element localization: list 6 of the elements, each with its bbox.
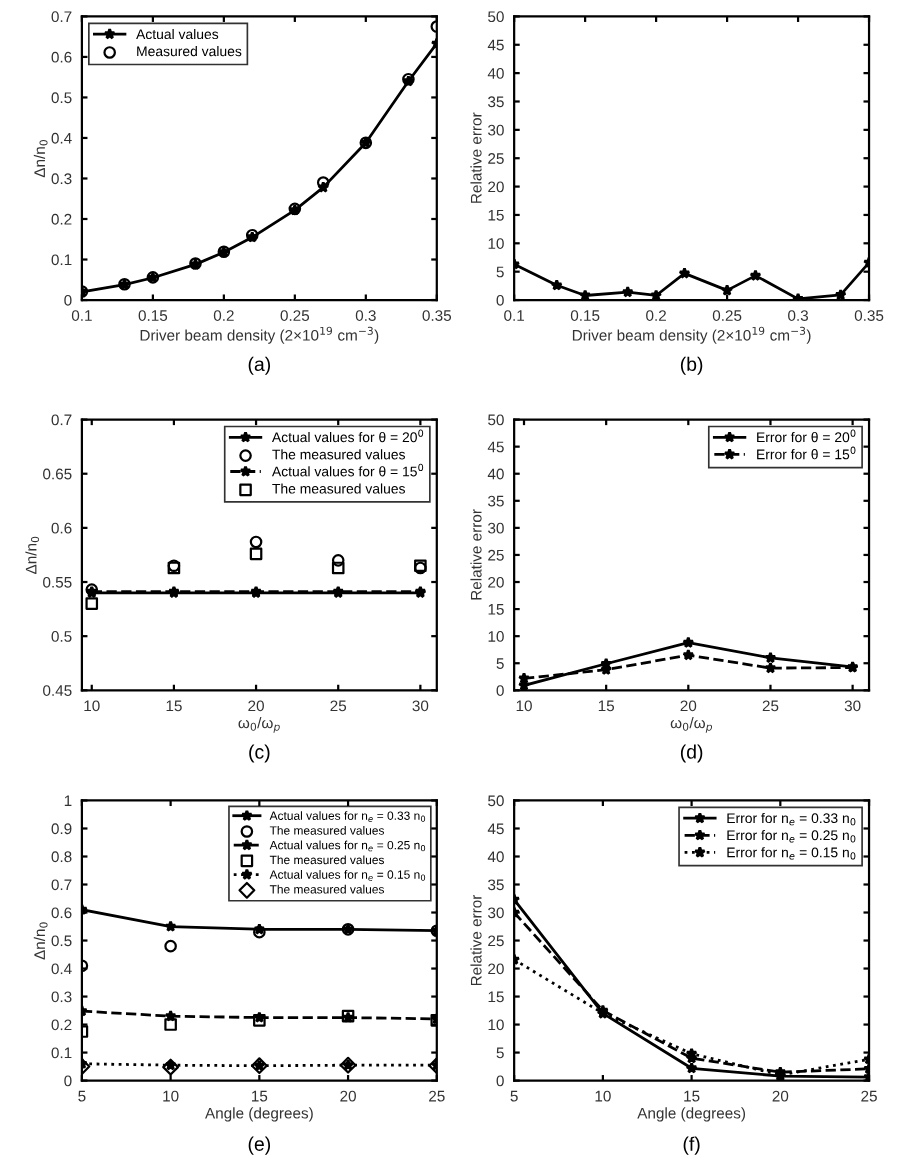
text: (b) [680, 356, 703, 375]
text: (d) [680, 744, 703, 763]
text: (e) [248, 1136, 271, 1155]
text: (a) [248, 356, 271, 375]
text: (f) [683, 1136, 700, 1155]
text: (c) [249, 744, 270, 763]
